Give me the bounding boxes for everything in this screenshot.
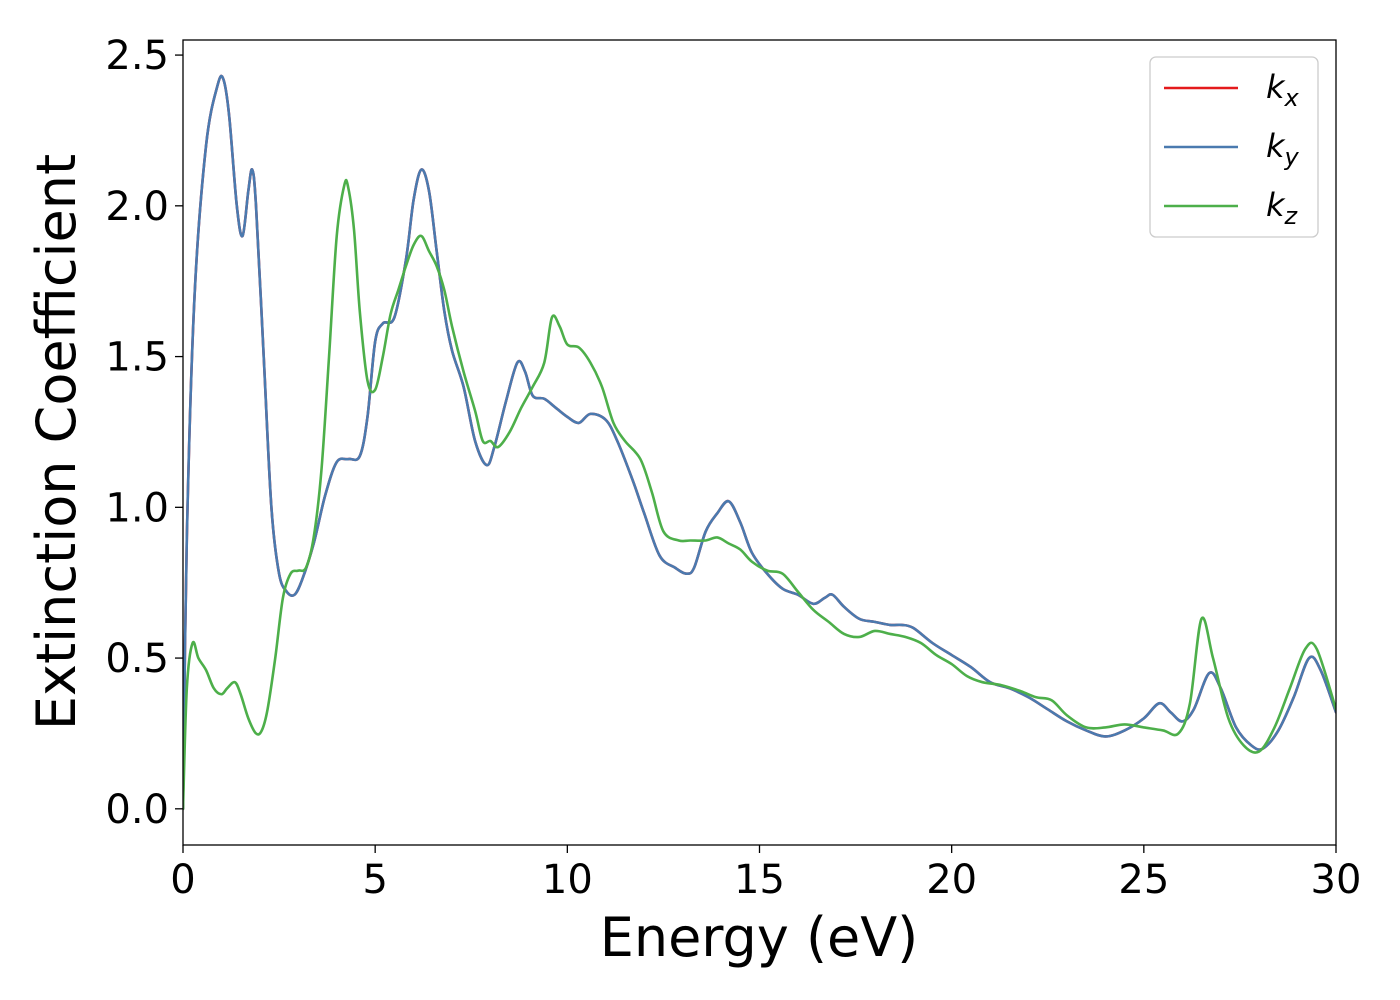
legend-label-ky: ky: [1266, 127, 1300, 171]
x-tick-label: 15: [734, 857, 785, 903]
y-tick-label: 0.5: [105, 636, 169, 682]
y-tick-label: 0.0: [105, 787, 169, 833]
legend-label-kx: kx: [1266, 68, 1300, 112]
series-line-kz: [183, 178, 1336, 811]
x-tick-label: 5: [362, 857, 387, 903]
x-tick-label: 0: [170, 857, 195, 903]
series-line-ky: [183, 74, 1336, 811]
x-tick-label: 30: [1311, 857, 1362, 903]
y-tick-label: 2.0: [105, 184, 169, 230]
y-tick-label: 1.5: [105, 335, 169, 381]
x-axis-ticks: 0 5 10 15 20 25 30: [170, 845, 1361, 903]
plot-lines: [183, 74, 1336, 811]
x-tick-label: 20: [926, 857, 977, 903]
y-axis-ticks: 0.0 0.5 1.0 1.5 2.0 2.5: [105, 33, 183, 833]
y-tick-label: 1.0: [105, 485, 169, 531]
x-tick-label: 25: [1118, 857, 1169, 903]
x-tick-label: 10: [542, 857, 593, 903]
y-tick-label: 2.5: [105, 33, 169, 79]
legend-label-kz: kz: [1266, 186, 1299, 230]
x-axis-title: Energy (eV): [600, 906, 919, 969]
legend: kx ky kz: [1149, 56, 1319, 238]
y-axis-title: Extinction Coefficient: [25, 154, 88, 730]
